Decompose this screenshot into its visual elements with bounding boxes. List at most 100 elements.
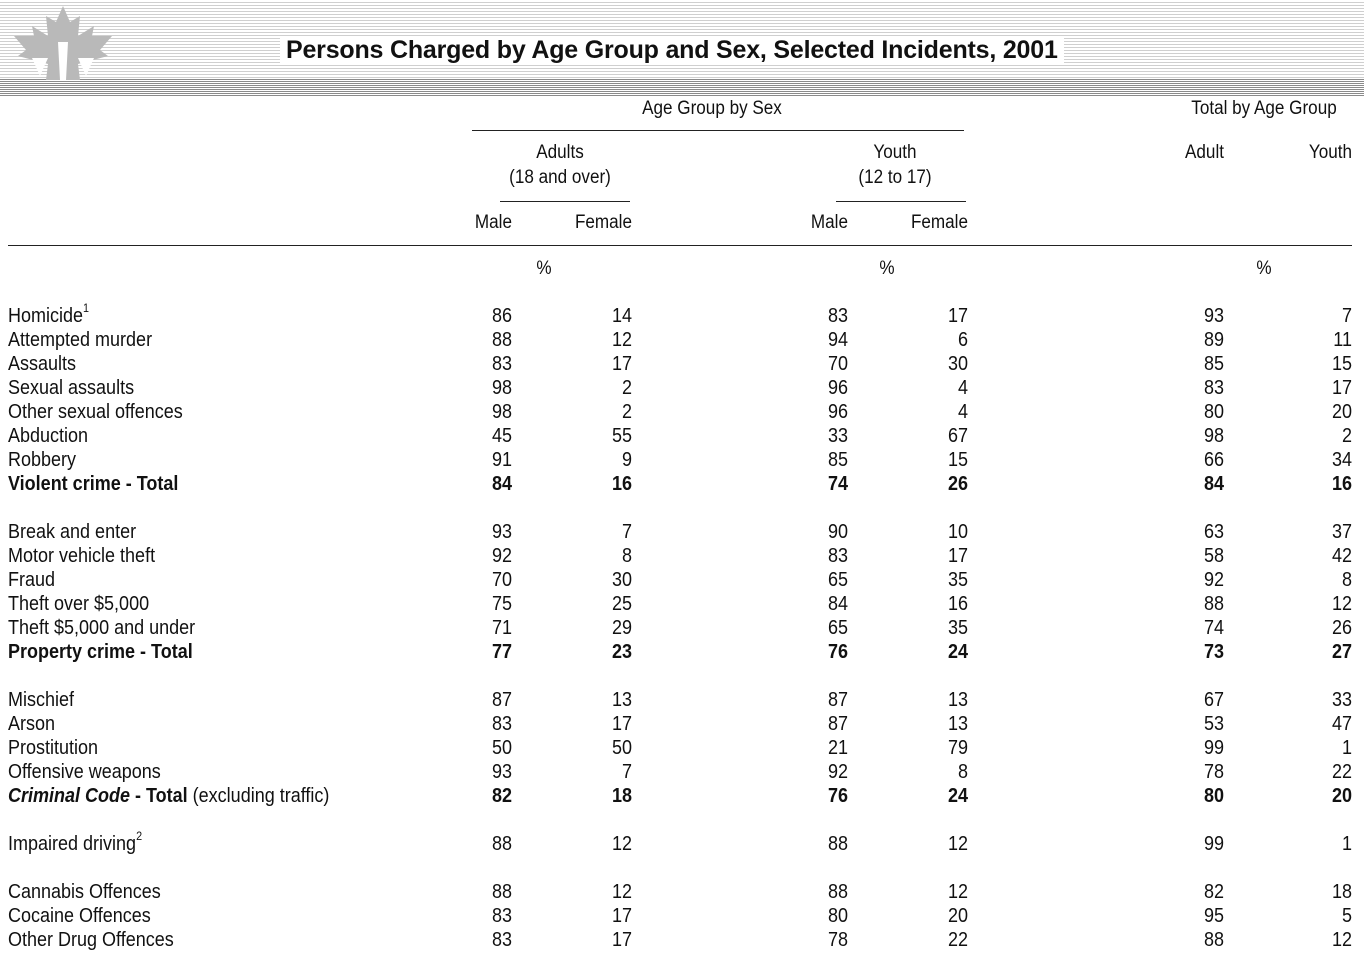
cell-af: 16 (611, 473, 632, 495)
cell-ta: 53 (1203, 713, 1224, 735)
header-rule-youth (836, 201, 966, 202)
header-youth-range: (12 to 17) (858, 167, 932, 188)
table-row: Mischief 87 13 87 13 67 33 (0, 688, 1364, 712)
cell-af: 18 (611, 785, 632, 807)
cell-yf: 79 (947, 737, 968, 759)
header-rule-adults (500, 201, 630, 202)
cell-af: 17 (611, 905, 632, 927)
cell-ta: 93 (1203, 305, 1224, 327)
row-label-text: Impaired driving (8, 833, 137, 855)
table-row: Cannabis Offences 88 12 88 12 82 18 (0, 880, 1364, 904)
cell-ty: 22 (1331, 761, 1352, 783)
cell-ta: 85 (1203, 353, 1224, 375)
cell-ty: 15 (1331, 353, 1352, 375)
cell-af: 25 (611, 593, 632, 615)
cell-af: 9 (621, 449, 632, 471)
table-row: Property crime - Total 77 23 76 24 73 27 (0, 640, 1364, 664)
cell-ym: 83 (827, 305, 848, 327)
row-label-text: Theft over $5,000 (8, 593, 150, 615)
cell-ty: 47 (1331, 713, 1352, 735)
row-label-text: Offensive weapons (8, 761, 161, 783)
cell-am: 88 (491, 881, 512, 903)
row-label: Arson (8, 712, 55, 736)
row-label-text: Prostitution (8, 737, 99, 759)
cell-ty: 12 (1331, 593, 1352, 615)
cell-ta: 74 (1203, 617, 1224, 639)
row-label: Offensive weapons (8, 760, 161, 784)
row-label: Property crime - Total (8, 640, 193, 664)
row-label: Sexual assaults (8, 376, 134, 400)
row-label: Robbery (8, 448, 76, 472)
cell-af: 29 (611, 617, 632, 639)
header-youth: Youth (873, 142, 917, 163)
header-adult-male: Male (474, 212, 512, 233)
cell-ym: 94 (827, 329, 848, 351)
table-row: Cocaine Offences 83 17 80 20 95 5 (0, 904, 1364, 928)
cell-ym: 65 (827, 569, 848, 591)
cell-af: 17 (611, 353, 632, 375)
cell-ta: 73 (1203, 641, 1224, 663)
header-adults-range: (18 and over) (509, 167, 611, 188)
row-label-bold: - Total (130, 785, 188, 807)
cell-ty: 20 (1331, 401, 1352, 423)
row-label: Other sexual offences (8, 400, 183, 424)
row-label-text: Mischief (8, 689, 75, 711)
cell-yf: 26 (947, 473, 968, 495)
table-row: Violent crime - Total 84 16 74 26 84 16 (0, 472, 1364, 496)
cell-am: 71 (491, 617, 512, 639)
cell-af: 2 (621, 401, 632, 423)
cell-ta: 84 (1203, 473, 1224, 495)
row-label-italic: Criminal Code (8, 785, 131, 807)
header-adult-female: Female (574, 212, 632, 233)
cell-yf: 24 (947, 641, 968, 663)
cell-ym: 80 (827, 905, 848, 927)
banner-rule (0, 78, 1364, 96)
cell-ym: 21 (827, 737, 848, 759)
header-youth-female: Female (910, 212, 968, 233)
footnote-marker: 1 (83, 301, 90, 316)
row-label-text: Homicide (8, 305, 84, 327)
cell-am: 84 (491, 473, 512, 495)
cell-ty: 33 (1331, 689, 1352, 711)
row-label: Criminal Code - Total (excluding traffic… (8, 784, 329, 808)
cell-yf: 15 (947, 449, 968, 471)
cell-yf: 10 (947, 521, 968, 543)
cell-yf: 13 (947, 689, 968, 711)
cell-ty: 5 (1341, 905, 1352, 927)
cell-af: 12 (611, 833, 632, 855)
cell-ta: 95 (1203, 905, 1224, 927)
cell-af: 2 (621, 377, 632, 399)
row-label: Attempted murder (8, 328, 152, 352)
cell-yf: 12 (947, 881, 968, 903)
cell-am: 86 (491, 305, 512, 327)
cell-am: 75 (491, 593, 512, 615)
cell-yf: 17 (947, 545, 968, 567)
row-label: Theft $5,000 and under (8, 616, 195, 640)
cell-am: 93 (491, 521, 512, 543)
row-label-text: Assaults (8, 353, 77, 375)
percent-unit-adults: % (536, 258, 552, 279)
table-row: Attempted murder 88 12 94 6 89 11 (0, 328, 1364, 352)
maple-leaf-logo (14, 6, 112, 80)
row-label-text: Property crime - Total (8, 641, 193, 663)
cell-ta: 89 (1203, 329, 1224, 351)
cell-am: 91 (491, 449, 512, 471)
cell-yf: 4 (957, 377, 968, 399)
table-row: Abduction 45 55 33 67 98 2 (0, 424, 1364, 448)
row-label-text: Attempted murder (8, 329, 153, 351)
page-title: Persons Charged by Age Group and Sex, Se… (280, 36, 1064, 65)
cell-ym: 74 (827, 473, 848, 495)
header-total-by-age-group: Total by Age Group (1191, 98, 1337, 119)
row-label-text: Violent crime - Total (8, 473, 179, 495)
cell-ta: 99 (1203, 833, 1224, 855)
cell-ym: 85 (827, 449, 848, 471)
row-label-text: Arson (8, 713, 56, 735)
cell-ym: 88 (827, 881, 848, 903)
cell-am: 83 (491, 929, 512, 951)
row-label: Cannabis Offences (8, 880, 161, 904)
table-row: Criminal Code - Total (excluding traffic… (0, 784, 1364, 808)
cell-ta: 78 (1203, 761, 1224, 783)
cell-am: 83 (491, 353, 512, 375)
row-label-text: Cocaine Offences (8, 905, 151, 927)
cell-ty: 1 (1341, 737, 1352, 759)
